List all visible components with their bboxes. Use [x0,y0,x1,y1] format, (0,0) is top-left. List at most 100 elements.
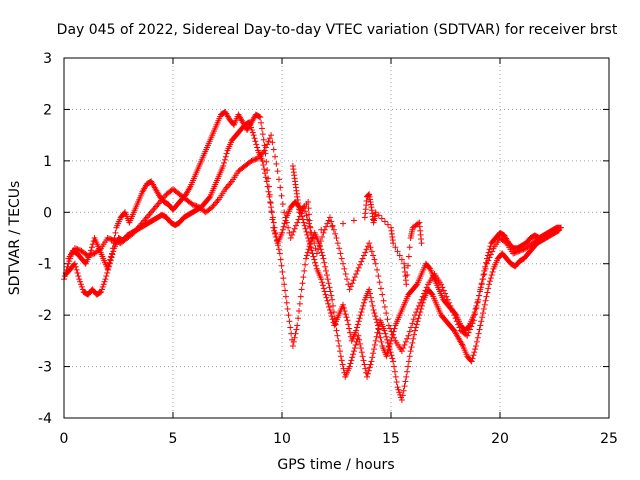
data-point [367,290,374,297]
data-point [277,256,284,263]
data-point [214,197,221,204]
data-point [270,146,277,153]
data-point [334,332,341,339]
data-point [401,383,408,390]
data-point [74,246,81,253]
data-point [268,204,275,211]
data-point [328,218,335,225]
data-point [476,292,483,299]
data-point [358,258,365,265]
data-point [106,260,113,267]
data-point [377,334,384,341]
data-point [301,222,308,229]
data-point [472,311,479,318]
data-point [511,249,518,256]
data-point [512,249,519,256]
data-point [482,265,489,272]
data-point [292,330,299,337]
data-point [414,305,421,312]
data-point [541,232,548,239]
data-point [302,261,309,268]
data-point [483,293,490,300]
data-point [296,300,303,307]
data-point [338,357,345,364]
data-point [249,157,256,164]
data-point [282,293,289,300]
data-point [379,291,386,298]
data-point [333,327,340,334]
data-point [336,245,343,252]
chart-title: Day 045 of 2022, Sidereal Day-to-day VTE… [57,22,618,38]
data-point [369,354,376,361]
data-point [116,239,123,246]
data-point [129,230,136,237]
data-point [313,262,320,269]
data-point [287,324,294,331]
data-point [377,285,384,292]
data-point [398,397,405,403]
data-point [340,260,347,267]
data-point [316,242,323,249]
data-point [108,236,115,243]
data-point [294,219,301,226]
data-point [384,336,391,343]
data-point [345,321,352,328]
data-point [470,312,477,319]
data-point [390,358,397,365]
data-point [371,341,378,348]
data-point [302,225,309,232]
data-point [71,260,78,267]
data-point [77,278,84,285]
data-point [359,353,366,360]
data-point [291,225,298,232]
data-point [87,251,94,258]
data-point [470,352,477,359]
data-point [261,166,268,173]
data-point [320,285,327,292]
data-point [407,348,414,355]
data-point [267,199,274,205]
data-point [324,297,331,304]
y-tick-label: 2 [43,102,52,118]
data-point [109,237,116,244]
data-point [273,233,280,240]
data-point [275,242,282,249]
data-point [292,222,299,229]
data-point [306,211,313,218]
data-point [246,119,253,126]
data-point [263,178,270,185]
data-point [398,256,405,263]
data-point [326,214,333,221]
data-point [340,301,347,308]
data-point [250,132,257,139]
data-point [65,260,72,267]
data-point [280,223,287,230]
data-point [222,153,229,160]
data-point [143,214,150,221]
data-point [312,245,319,252]
data-point [326,303,333,310]
data-point [280,275,287,282]
data-point [86,252,93,259]
data-point [279,268,286,275]
data-point [406,244,413,251]
data-point [206,194,213,201]
data-point [360,357,367,364]
data-point [97,289,104,296]
x-tick-label: 20 [491,431,509,447]
data-point [285,312,292,319]
data-point [517,247,524,254]
data-point [323,294,330,301]
data-point [305,199,312,205]
data-point [79,286,86,293]
data-point [337,250,344,257]
data-point [364,373,371,380]
data-point [277,184,284,191]
data-point [478,281,485,288]
data-point [502,239,509,246]
data-point [74,269,81,276]
data-point [251,135,258,142]
data-point [332,321,339,328]
data-point [554,227,561,234]
data-point [415,315,422,322]
